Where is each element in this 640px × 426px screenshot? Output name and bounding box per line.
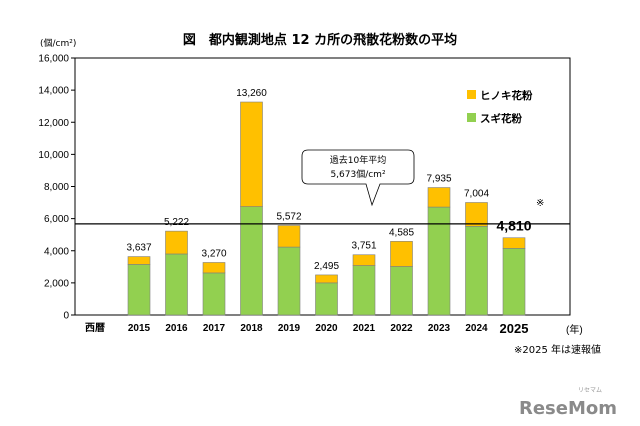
data-label: 4,810	[496, 218, 531, 234]
watermark: リセマム ReseMom	[519, 387, 617, 419]
x-tick-label: 2020	[315, 323, 338, 334]
average-callout: 過去10年平均 5,673個/cm²	[301, 149, 415, 207]
bar-segment-hinoki	[352, 254, 376, 266]
x-tick-label: 2019	[278, 323, 301, 334]
x-tick-label: 2021	[353, 323, 376, 334]
x-tick-label: 2022	[390, 323, 413, 334]
bar-segment-sugi	[165, 253, 188, 316]
legend: ヒノキ花粉 スギ花粉	[467, 89, 533, 125]
bar-segment-sugi	[202, 272, 226, 316]
legend-label-sugi: スギ花粉	[480, 112, 522, 125]
x-tick-label: 2017	[203, 323, 226, 334]
x-tick-label: 2025	[500, 321, 529, 336]
bar-segment-hinoki	[502, 237, 526, 249]
y-axis-unit: (個/cm²)	[40, 37, 76, 49]
data-label: 5,222	[164, 217, 189, 228]
x-tick-label: 2018	[240, 323, 263, 334]
bar-segment-sugi	[127, 264, 151, 316]
data-label: 2,495	[314, 261, 339, 272]
y-tick-label: 12,000	[38, 118, 69, 129]
bar-segment-sugi	[502, 248, 526, 316]
bar-segment-sugi	[427, 206, 451, 316]
bar-segment-hinoki	[427, 187, 451, 208]
watermark-logo: ReseMom	[519, 398, 617, 419]
bar-segment-hinoki	[465, 202, 488, 227]
y-tick-label: 6,000	[44, 214, 69, 225]
bar-segment-hinoki	[240, 101, 263, 207]
bar-segment-sugi	[315, 282, 338, 316]
bar-segment-hinoki	[390, 241, 413, 267]
data-label: 7,004	[464, 188, 489, 199]
y-tick-label: 4,000	[44, 246, 69, 257]
footnote: ※2025 年は速報値	[514, 343, 601, 356]
legend-swatch-sugi	[467, 113, 476, 122]
y-axis: 0 2,000 4,000 6,000 8,000 10,000 12,000 14,000 1…	[38, 54, 75, 322]
data-label: 3,751	[351, 241, 376, 252]
y-tick-label: 0	[63, 311, 69, 322]
value-labels: 3,637 5,222 3,270 13,260 5,572 2,495 3,751 4,58…	[126, 88, 531, 272]
bar-segment-sugi	[277, 246, 301, 316]
bar-segment-hinoki	[202, 262, 226, 274]
bar-segment-sugi	[390, 266, 413, 316]
bar-series	[127, 101, 526, 316]
data-label: 13,260	[236, 88, 267, 99]
average-callout-line2: 5,673個/cm²	[330, 168, 386, 180]
highlight-mark: ※	[536, 198, 544, 209]
y-tick-label: 2,000	[44, 278, 69, 289]
x-tick-label: 2024	[465, 323, 488, 334]
bar-segment-hinoki	[165, 230, 188, 255]
y-tick-label: 14,000	[38, 86, 69, 97]
x-tick-label: 2015	[128, 323, 151, 334]
y-tick-label: 8,000	[44, 182, 69, 193]
average-callout-line1: 過去10年平均	[330, 154, 386, 166]
legend-swatch-hinoki	[467, 90, 476, 99]
bar-segment-sugi	[352, 265, 376, 316]
data-label: 7,935	[426, 174, 451, 185]
x-tick-label: 2016	[165, 323, 188, 334]
y-tick-label: 16,000	[38, 54, 69, 65]
bar-segment-sugi	[465, 226, 488, 316]
data-label: 4,585	[389, 227, 414, 238]
bar-segment-hinoki	[127, 256, 151, 265]
data-label: 3,270	[201, 248, 226, 259]
bar-segment-sugi	[240, 206, 263, 316]
x-tick-label: 2023	[428, 323, 451, 334]
data-label: 5,572	[276, 211, 301, 222]
bar-segment-hinoki	[277, 225, 301, 248]
x-axis-suffix-label: (年)	[566, 323, 583, 336]
bar-segment-hinoki	[315, 274, 338, 284]
x-axis: 2015 2016 2017 2018 2019 2020 2021 2022 2023 2024…	[128, 321, 529, 336]
y-tick-label: 10,000	[38, 150, 69, 161]
watermark-subtext: リセマム	[578, 387, 602, 394]
data-label: 3,637	[126, 243, 151, 254]
x-axis-prefix-label: 西暦	[85, 322, 105, 334]
legend-label-hinoki: ヒノキ花粉	[480, 89, 533, 102]
chart-title: 図 都内観測地点 12 カ所の飛散花粉数の平均	[183, 32, 457, 48]
